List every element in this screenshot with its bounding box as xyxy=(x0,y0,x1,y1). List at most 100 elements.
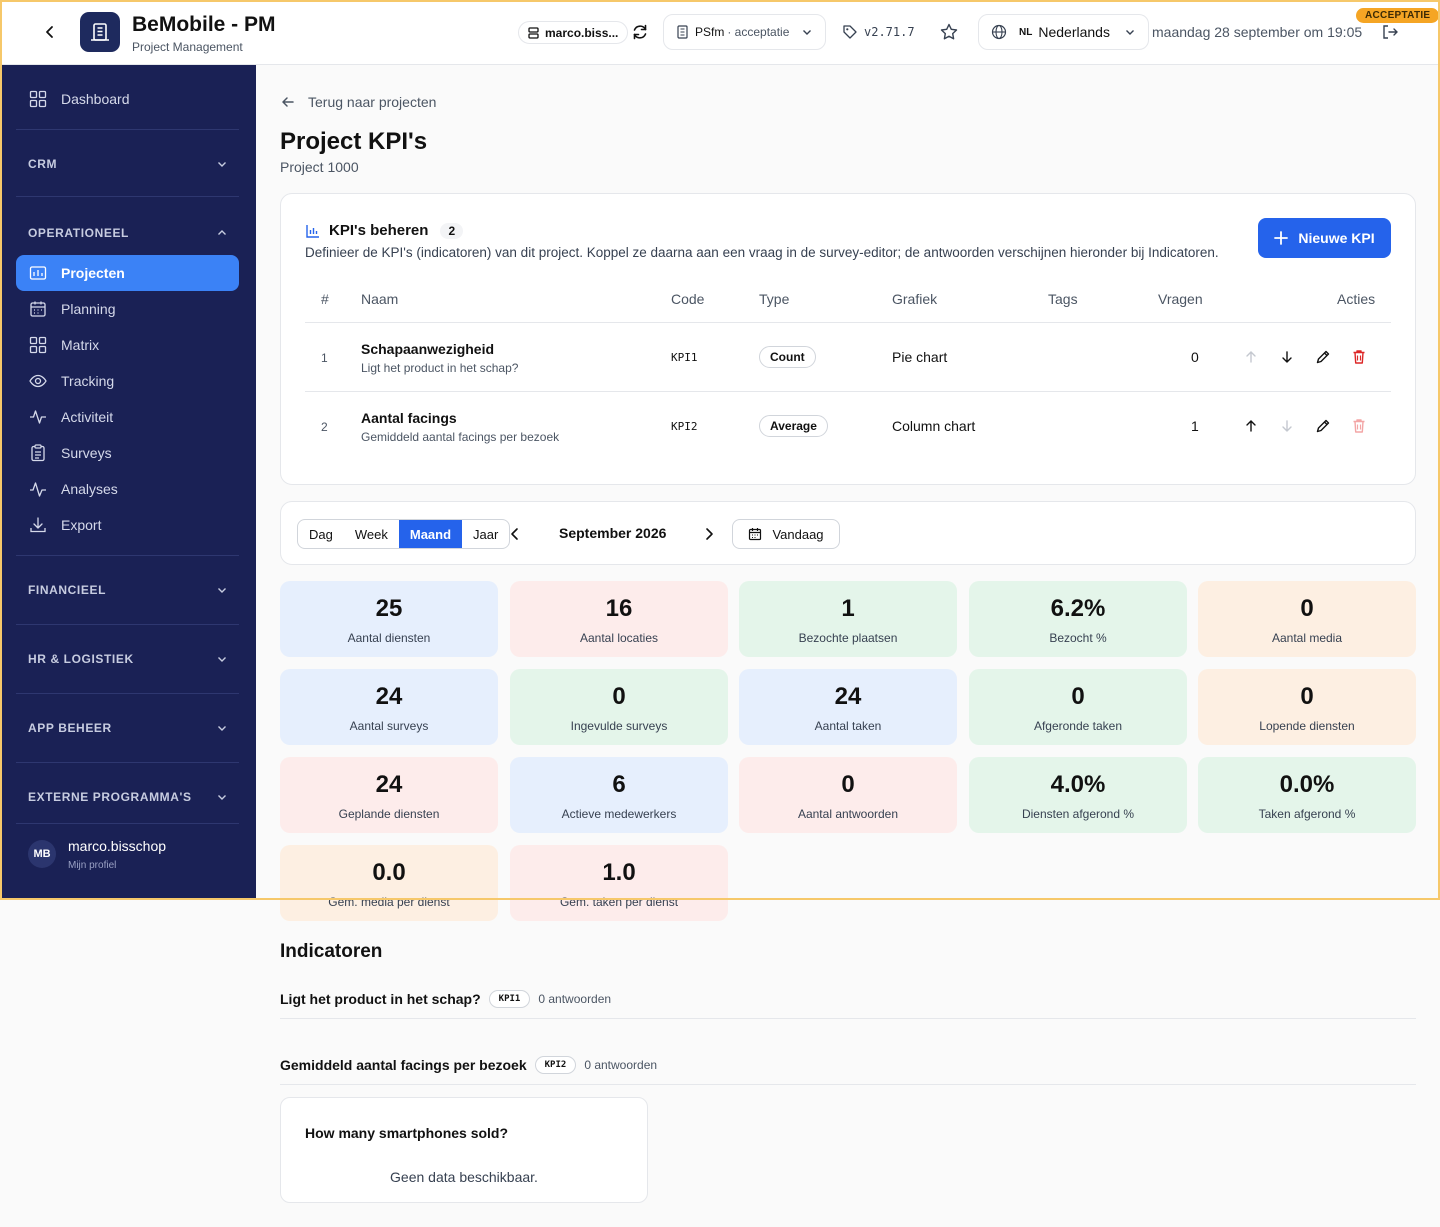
move-down-icon[interactable] xyxy=(1278,417,1296,435)
sidebar-section-financieel[interactable]: FINANCIEEL xyxy=(28,583,228,597)
sidebar: Dashboard CRM OPERATIONEEL Projecten Pla… xyxy=(0,65,256,900)
previous-period-icon[interactable] xyxy=(507,524,523,544)
kpi-code: KPI1 xyxy=(671,351,698,364)
sidebar-section-externe-programmas[interactable]: EXTERNE PROGRAMMA'S xyxy=(28,790,228,804)
new-kpi-button[interactable]: Nieuwe KPI xyxy=(1258,218,1391,258)
sidebar-item-label: Analyses xyxy=(61,481,118,497)
stat-tile: 1 Bezochte plaatsen xyxy=(739,581,957,657)
stat-label: Aantal taken xyxy=(814,719,882,733)
stat-tile: 6.2% Bezocht % xyxy=(969,581,1187,657)
stat-tile: 0 Aantal antwoorden xyxy=(739,757,957,833)
sidebar-divider xyxy=(16,624,239,625)
environment-select[interactable]: PSfm · acceptatie xyxy=(663,14,827,50)
sidebar-item-dashboard[interactable]: Dashboard xyxy=(16,81,239,117)
env-name: PSfm xyxy=(695,25,725,39)
stat-label: Aantal surveys xyxy=(349,719,429,733)
page-subtitle: Project 1000 xyxy=(280,159,359,175)
stat-label: Ingevulde surveys xyxy=(570,719,668,733)
sidebar-item-tracking[interactable]: Tracking xyxy=(16,363,239,399)
profile-link[interactable]: Mijn profiel xyxy=(68,860,117,871)
refresh-icon[interactable] xyxy=(631,23,649,41)
mode-month[interactable]: Maand xyxy=(398,520,463,548)
kpi-question-count: 0 xyxy=(1191,349,1199,365)
sidebar-section-app-beheer[interactable]: APP BEHEER xyxy=(28,721,228,735)
kpi-code: KPI2 xyxy=(671,420,698,433)
kpi-type-badge: Count xyxy=(759,346,816,368)
star-icon[interactable] xyxy=(939,22,959,42)
clipboard-icon xyxy=(28,443,48,463)
move-up-icon[interactable] xyxy=(1242,417,1260,435)
projects-icon xyxy=(28,263,48,283)
environment-badge: ACCEPTATIE xyxy=(1356,8,1440,23)
chevron-up-icon xyxy=(218,230,226,235)
row-number: 2 xyxy=(321,420,328,434)
edit-icon[interactable] xyxy=(1314,417,1332,435)
sidebar-section-hr-logistiek[interactable]: HR & LOGISTIEK xyxy=(28,652,228,666)
avatar[interactable]: MB xyxy=(28,840,56,868)
stat-value: 6 xyxy=(612,771,626,798)
stat-value: 0.0% xyxy=(1279,771,1335,798)
section-label: EXTERNE PROGRAMMA'S xyxy=(28,790,192,804)
stat-value: 1 xyxy=(841,595,855,622)
stat-label: Gem. media per dienst xyxy=(328,895,450,909)
no-data-message: Geen data beschikbaar. xyxy=(390,1169,538,1185)
indicator-divider xyxy=(280,1084,1416,1085)
sidebar-item-analyses[interactable]: Analyses xyxy=(16,471,239,507)
stat-tile: 24 Geplande diensten xyxy=(280,757,498,833)
tag-icon xyxy=(843,25,857,39)
user-short-name: marco.biss... xyxy=(545,25,619,40)
move-down-icon[interactable] xyxy=(1278,348,1296,366)
stat-label: Aantal locaties xyxy=(579,631,659,645)
version-label: v2.71.7 xyxy=(842,24,915,40)
stat-value: 4.0% xyxy=(1050,771,1106,798)
sidebar-item-planning[interactable]: Planning xyxy=(16,291,239,327)
stat-label: Aantal media xyxy=(1271,631,1343,645)
sidebar-divider xyxy=(16,762,239,763)
back-to-projects-link[interactable]: Terug naar projecten xyxy=(280,94,436,110)
sidebar-item-label: Activiteit xyxy=(61,409,114,425)
chevron-down-icon xyxy=(803,30,812,35)
back-chevron-icon[interactable] xyxy=(40,22,60,42)
stat-label: Afgeronde taken xyxy=(1033,719,1123,733)
sidebar-section-operationeel[interactable]: OPERATIONEEL xyxy=(28,226,228,240)
indicator-answer-count: 0 antwoorden xyxy=(538,992,612,1006)
kpi-management-card: KPI's beheren 2 Definieer de KPI's (indi… xyxy=(280,193,1416,485)
sidebar-item-matrix[interactable]: Matrix xyxy=(16,327,239,363)
edit-icon[interactable] xyxy=(1314,348,1332,366)
delete-icon[interactable] xyxy=(1350,348,1368,366)
sidebar-divider xyxy=(16,555,239,556)
chevron-down-icon xyxy=(218,657,226,662)
sidebar-item-projecten[interactable]: Projecten xyxy=(16,255,239,291)
stat-tile: 0 Afgeronde taken xyxy=(969,669,1187,745)
sidebar-item-activiteit[interactable]: Activiteit xyxy=(16,399,239,435)
move-up-icon[interactable] xyxy=(1242,348,1260,366)
stat-value: 24 xyxy=(375,683,403,710)
stat-value: 0 xyxy=(1071,683,1085,710)
mode-week[interactable]: Week xyxy=(354,526,388,542)
mode-year[interactable]: Jaar xyxy=(473,526,499,542)
logout-icon[interactable] xyxy=(1380,22,1400,42)
stat-value: 6.2% xyxy=(1050,595,1106,622)
dashboard-icon xyxy=(28,89,48,109)
stat-tile: 16 Aantal locaties xyxy=(510,581,728,657)
globe-icon xyxy=(991,24,1007,40)
indicators-title: Indicatoren xyxy=(280,941,383,962)
sidebar-section-crm[interactable]: CRM xyxy=(28,157,228,171)
arrow-left-icon xyxy=(282,97,294,107)
app-subtitle: Project Management xyxy=(132,40,243,54)
stat-tile: 25 Aantal diensten xyxy=(280,581,498,657)
sidebar-item-export[interactable]: Export xyxy=(16,507,239,543)
col-header-acties: Acties xyxy=(1337,291,1376,307)
stat-tile: 0 Aantal media xyxy=(1198,581,1416,657)
next-period-icon[interactable] xyxy=(701,524,717,544)
sidebar-item-surveys[interactable]: Surveys xyxy=(16,435,239,471)
indicator-code-badge: KPI1 xyxy=(488,990,531,1008)
user-switcher[interactable]: marco.biss... xyxy=(518,21,629,44)
user-name[interactable]: marco.bisschop xyxy=(68,838,167,854)
mode-day[interactable]: Dag xyxy=(309,526,333,542)
section-label: OPERATIONEEL xyxy=(28,226,129,240)
language-select[interactable]: NL Nederlands xyxy=(978,14,1149,50)
delete-icon[interactable] xyxy=(1350,417,1368,435)
today-button[interactable]: Vandaag xyxy=(732,519,840,549)
stat-tile: 0 Lopende diensten xyxy=(1198,669,1416,745)
